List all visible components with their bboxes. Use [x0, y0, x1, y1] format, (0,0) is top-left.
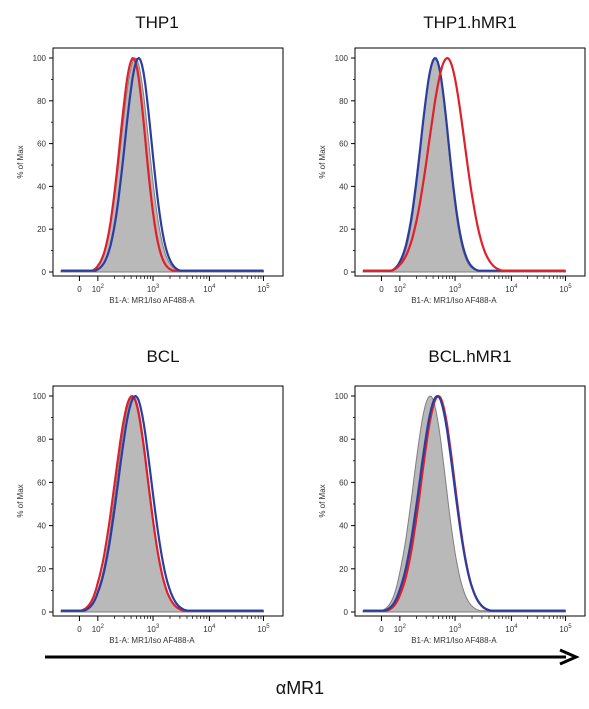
bottom-axis-arrow [45, 648, 580, 666]
y-tick-label: 0 [42, 608, 47, 617]
panel-title: THP1 [135, 13, 178, 32]
x-tick-label: 105 [559, 624, 572, 634]
y-tick-label: 40 [339, 182, 348, 191]
red-histogram [61, 395, 264, 612]
panel-title: THP1.hMR1 [423, 13, 517, 32]
red-histogram [363, 395, 566, 612]
isotype-histogram [362, 395, 566, 613]
x-tick-label: 102 [394, 624, 407, 634]
y-tick-label: 20 [37, 565, 46, 574]
y-tick-label: 0 [344, 268, 349, 277]
y-tick-label: 80 [339, 435, 348, 444]
y-tick-label: 20 [37, 225, 46, 234]
x-tick-label: 0 [77, 285, 82, 294]
plot-frame [354, 385, 586, 617]
y-tick-label: 100 [33, 54, 47, 63]
x-tick-label: 0 [77, 625, 82, 634]
blue-histogram [61, 56, 264, 272]
x-axis-label: B1-A: MR1/Iso AF488-A [109, 296, 195, 305]
x-tick-label: 105 [257, 284, 270, 294]
y-tick-label: 40 [37, 522, 46, 531]
x-tick-label: 103 [449, 624, 462, 634]
y-tick-label: 60 [339, 140, 348, 149]
y-tick-label: 80 [339, 97, 348, 106]
y-tick-label: 40 [339, 522, 348, 531]
x-tick-label: 102 [92, 284, 105, 294]
x-tick-label: 105 [257, 624, 270, 634]
panel-title: BCL.hMR1 [428, 347, 511, 366]
x-tick-label: 104 [203, 284, 216, 294]
x-tick-label: 104 [505, 624, 518, 634]
y-axis-label: % of Max [16, 145, 25, 178]
x-tick-label: 104 [203, 624, 216, 634]
y-tick-label: 100 [335, 392, 349, 401]
y-tick-label: 80 [37, 97, 46, 106]
y-tick-label: 60 [339, 478, 348, 487]
y-tick-label: 20 [339, 565, 348, 574]
x-tick-label: 103 [147, 284, 160, 294]
x-tick-label: 102 [394, 284, 407, 294]
plot-frame [52, 47, 284, 277]
blue-histogram [363, 394, 566, 612]
y-tick-label: 20 [339, 225, 348, 234]
x-tick-label: 103 [449, 284, 462, 294]
y-tick-label: 60 [37, 140, 46, 149]
y-tick-label: 80 [37, 435, 46, 444]
x-tick-label: 103 [147, 624, 160, 634]
blue-histogram [61, 394, 264, 612]
isotype-histogram [362, 57, 566, 273]
isotype-histogram [60, 395, 264, 613]
plot-frame [354, 47, 586, 277]
x-axis-label: B1-A: MR1/Iso AF488-A [109, 636, 195, 645]
histogram-panel: BCL 0 20 40 60 80 100 % of Max 0 102 103 104 105 B1-A… [16, 347, 284, 645]
y-tick-label: 60 [37, 478, 46, 487]
x-tick-label: 102 [92, 624, 105, 634]
panels: THP1 0 20 40 60 80 100 % of Max 0 102 103 104 105 B1-… [16, 13, 586, 645]
panel-title: BCL [146, 347, 179, 366]
y-tick-label: 100 [33, 392, 47, 401]
x-tick-label: 0 [379, 285, 384, 294]
y-tick-label: 40 [37, 182, 46, 191]
histogram-panel: THP1.hMR1 0 20 40 60 80 100 % of Max 0 102 103 104 1… [318, 13, 586, 305]
x-tick-label: 0 [379, 625, 384, 634]
y-tick-label: 0 [344, 608, 349, 617]
y-axis-label: % of Max [318, 145, 327, 178]
blue-histogram [363, 57, 566, 272]
x-tick-label: 105 [559, 284, 572, 294]
histogram-panel: BCL.hMR1 0 20 40 60 80 100 % of Max 0 102 103 104 10… [318, 347, 586, 645]
isotype-histogram [60, 57, 264, 273]
x-axis-label: B1-A: MR1/Iso AF488-A [411, 296, 497, 305]
red-histogram [363, 56, 566, 272]
x-axis-label: B1-A: MR1/Iso AF488-A [411, 636, 497, 645]
plot-frame [52, 385, 284, 617]
histogram-panel: THP1 0 20 40 60 80 100 % of Max 0 102 103 104 105 B1-… [16, 13, 284, 305]
y-axis-label: % of Max [318, 484, 327, 517]
x-tick-label: 104 [505, 284, 518, 294]
bottom-axis-label: αMR1 [276, 678, 324, 698]
y-tick-label: 0 [42, 268, 47, 277]
y-axis-label: % of Max [16, 484, 25, 517]
red-histogram [61, 57, 264, 272]
y-tick-label: 100 [335, 54, 349, 63]
